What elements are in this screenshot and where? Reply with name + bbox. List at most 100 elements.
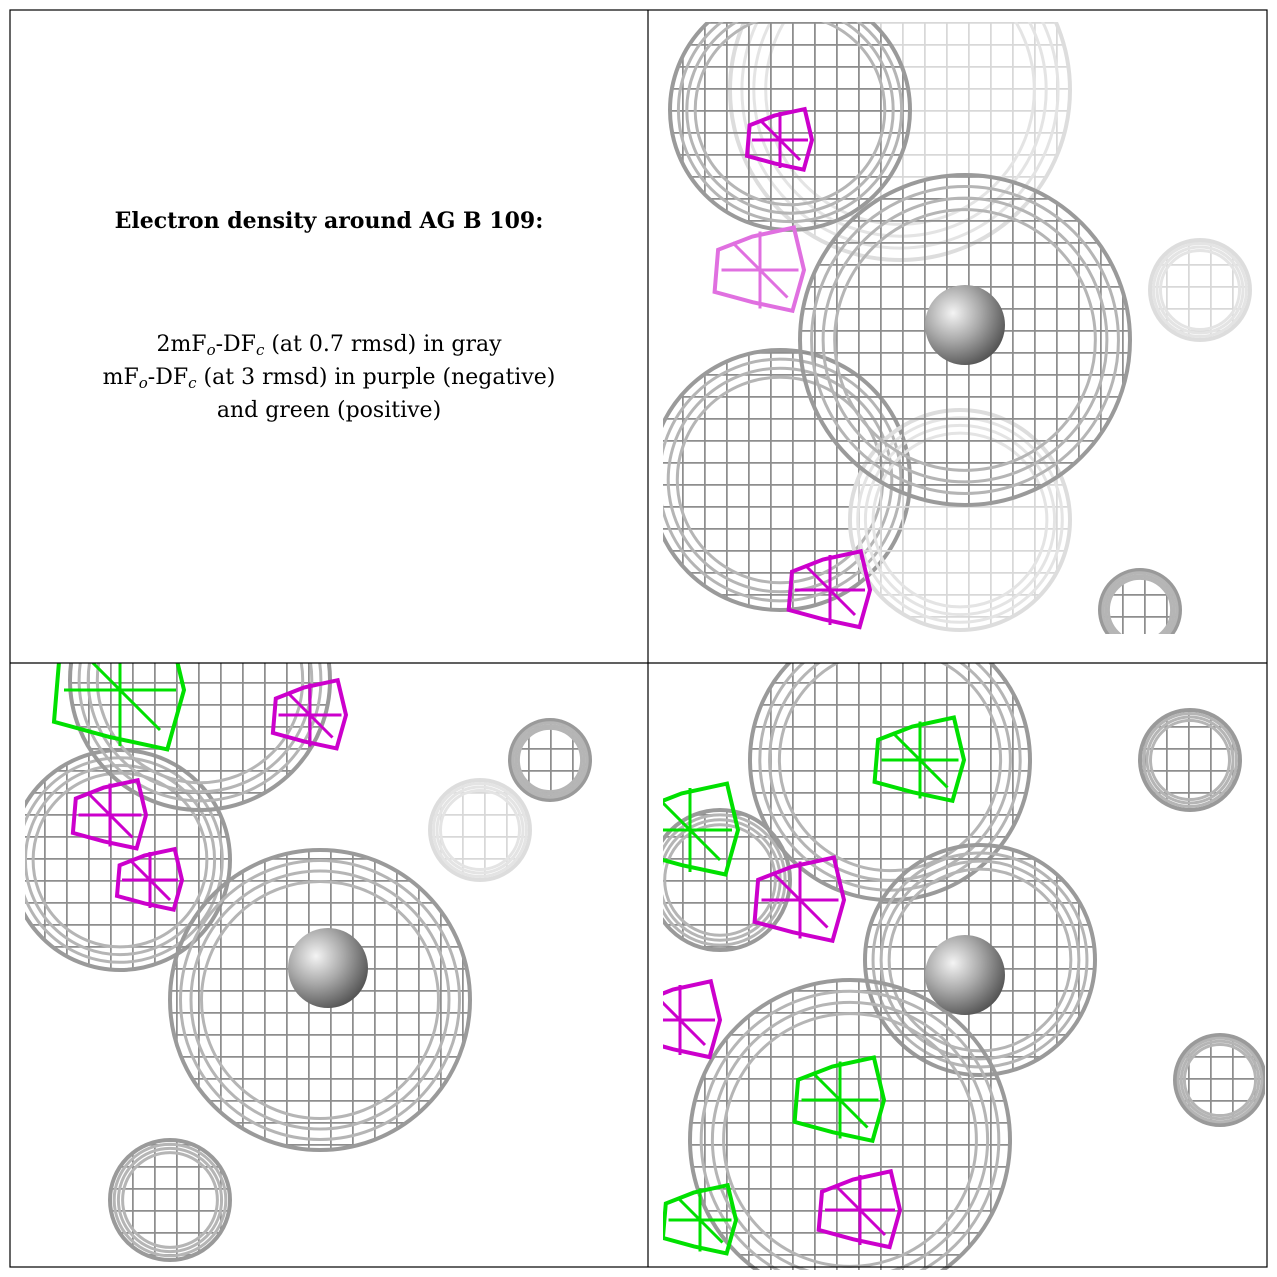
atom-sphere	[925, 935, 1005, 1015]
mesh-ring	[1149, 719, 1231, 801]
text: -DF	[147, 365, 189, 390]
difference-mesh	[712, 225, 807, 314]
caption-lines: 2mFo-DFc (at 0.7 rmsd) in gray mFo-DFc (…	[10, 328, 648, 427]
difference-mesh	[786, 548, 873, 630]
atom-sphere	[288, 928, 368, 1008]
mesh-ring	[432, 782, 528, 878]
difference-mesh	[816, 1168, 903, 1250]
difference-mesh	[663, 781, 741, 877]
mesh-shell	[508, 718, 592, 802]
mesh-shell	[1148, 238, 1252, 342]
text: and green (positive)	[216, 398, 442, 423]
difference-mesh	[663, 788, 732, 872]
text: mF	[102, 365, 139, 390]
mesh-ring	[768, 663, 1012, 882]
mesh-ring	[699, 989, 1001, 1270]
mesh-ring	[189, 869, 451, 1131]
subscript: c	[188, 374, 197, 392]
caption-line: 2mFo-DFc (at 0.7 rmsd) in gray	[10, 328, 648, 361]
mesh-ring	[200, 880, 440, 1120]
difference-mesh	[270, 677, 349, 751]
mesh-ring	[663, 813, 787, 947]
mesh-ring	[710, 1000, 990, 1270]
mesh-ring	[833, 208, 1097, 472]
difference-mesh	[278, 683, 342, 747]
mesh-ring	[112, 1142, 228, 1258]
outer-border	[9, 9, 1268, 1268]
mesh-ring	[1152, 242, 1248, 338]
mesh-ring	[86, 663, 314, 794]
mesh-shell	[108, 1138, 232, 1262]
difference-mesh	[721, 231, 799, 309]
mesh-shell	[1098, 568, 1182, 634]
mesh-ring	[1159, 249, 1241, 331]
subscript: o	[206, 341, 216, 359]
mesh-ring	[1182, 1042, 1258, 1118]
subscript: o	[138, 374, 148, 392]
density-panel	[663, 22, 1252, 634]
mesh-ring	[439, 789, 521, 871]
atom-sphere	[925, 285, 1005, 365]
difference-mesh	[752, 855, 847, 944]
mesh-ring	[1142, 712, 1238, 808]
text: (at 3 rmsd) in purple (negative)	[196, 365, 556, 390]
mesh-ring	[1106, 576, 1174, 634]
mesh-ring	[1104, 574, 1176, 634]
mesh-shell	[1173, 1033, 1265, 1127]
difference-mesh	[663, 978, 723, 1060]
mesh-shell	[428, 778, 532, 882]
mesh-ring	[116, 1146, 224, 1254]
mesh-ring	[821, 196, 1109, 484]
table-borders	[9, 9, 1268, 1268]
difference-mesh	[795, 555, 865, 625]
difference-mesh	[881, 721, 959, 799]
difference-mesh	[761, 861, 839, 939]
mesh-ring	[121, 1151, 219, 1249]
text: -DF	[215, 332, 256, 357]
difference-mesh	[872, 715, 967, 804]
caption-cell: Electron density around AG B 109: 2mFo-D…	[10, 10, 648, 663]
difference-mesh	[663, 985, 715, 1055]
mesh-ring	[516, 726, 584, 794]
mesh-ring	[693, 22, 887, 207]
mesh-ring	[676, 22, 904, 224]
difference-mesh	[752, 112, 808, 168]
text: (at 0.7 rmsd) in gray	[264, 332, 502, 357]
mesh-ring	[95, 663, 305, 785]
mesh-ring	[1179, 1039, 1261, 1121]
mesh-shell	[663, 808, 792, 952]
mesh-ring	[1176, 1036, 1264, 1124]
density-panel	[25, 663, 592, 1262]
difference-mesh	[78, 783, 142, 847]
caption-title: Electron density around AG B 109:	[114, 208, 544, 234]
mesh-ring	[511, 721, 589, 799]
difference-mesh	[663, 1182, 739, 1256]
caption-line: and green (positive)	[10, 394, 648, 427]
mesh-ring	[1145, 715, 1235, 805]
difference-mesh	[114, 846, 185, 913]
density-panel	[663, 663, 1265, 1270]
mesh-ring	[77, 663, 323, 803]
difference-mesh	[668, 1188, 732, 1252]
difference-mesh	[70, 777, 149, 851]
text: 2mF	[156, 332, 207, 357]
difference-mesh	[801, 1061, 879, 1139]
mesh-ring	[1101, 571, 1179, 634]
mesh-ring	[514, 724, 586, 796]
caption-line: mFo-DFc (at 3 rmsd) in purple (negative)	[10, 361, 648, 394]
subscript: c	[255, 341, 265, 359]
mesh-ring	[1155, 245, 1245, 335]
mesh-ring	[663, 823, 777, 937]
difference-mesh	[122, 852, 178, 908]
difference-mesh	[825, 1175, 895, 1245]
mesh-ring	[435, 785, 525, 875]
mesh-ring	[777, 663, 1003, 873]
mesh-shell	[688, 978, 1012, 1270]
mesh-ring	[179, 859, 461, 1141]
mesh-shell	[1138, 708, 1242, 812]
difference-mesh	[792, 1055, 887, 1144]
mesh-ring	[685, 22, 895, 215]
mesh-ring	[810, 185, 1120, 495]
